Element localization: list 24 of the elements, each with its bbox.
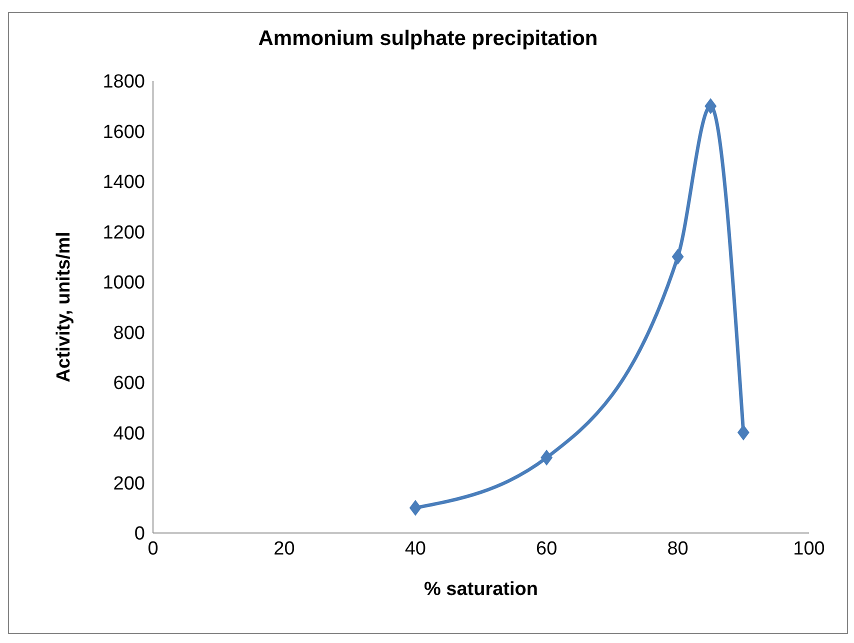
y-tick-label: 600 — [113, 373, 145, 394]
x-tick-label: 60 — [536, 538, 558, 560]
y-tick-label: 1400 — [102, 172, 145, 194]
y-tick-label: 200 — [113, 474, 145, 495]
point — [672, 248, 684, 265]
x-tick-label: 80 — [667, 538, 688, 560]
x-tick-label: 100 — [793, 538, 825, 560]
y-tick-label: 1800 — [102, 72, 145, 93]
y-axis-title: Activity, units/ml — [54, 232, 75, 382]
point — [409, 500, 422, 516]
y-tick-label: 1000 — [102, 272, 145, 294]
y-tick-label: 800 — [113, 322, 145, 344]
y-tick-label: 0 — [134, 524, 145, 545]
x-axis-title: % saturation — [424, 579, 538, 600]
x-tick-label: 0 — [148, 538, 158, 560]
y-tick-label: 400 — [113, 423, 145, 444]
point — [704, 98, 717, 114]
point — [540, 450, 553, 466]
chart-title: Ammonium sulphate precipitation — [257, 27, 599, 51]
point — [737, 424, 750, 441]
x-tick-label: 40 — [404, 538, 426, 560]
x-tick-label: 20 — [274, 538, 295, 560]
y-tick-label: 1200 — [102, 222, 145, 244]
y-tick-label: 1600 — [102, 122, 145, 143]
